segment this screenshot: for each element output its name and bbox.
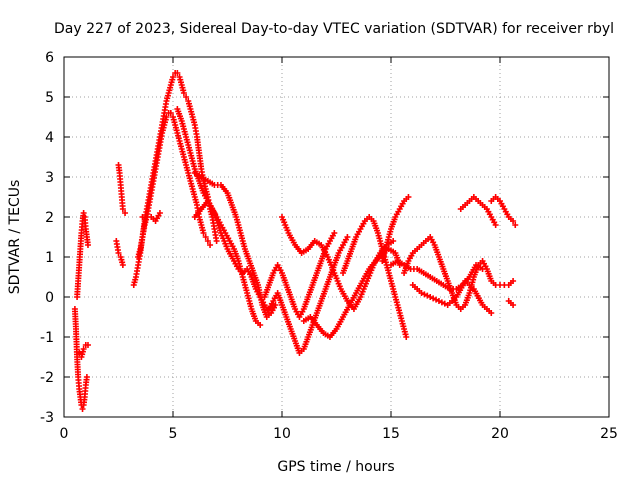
series-k (191, 198, 272, 316)
y-tick-label: -3 (40, 410, 54, 426)
plus-markers (115, 162, 129, 216)
y-tick-label: 0 (45, 290, 54, 306)
plus-markers (191, 170, 279, 320)
x-tick-labels: 0 5 10 15 20 25 (60, 426, 618, 442)
series-t (409, 278, 495, 316)
series-s (401, 234, 517, 312)
plus-markers (409, 278, 495, 316)
series-p (340, 214, 410, 340)
series-w (505, 298, 517, 308)
plus-markers (71, 306, 90, 412)
series-c (76, 342, 91, 360)
series-i (174, 106, 264, 328)
x-axis-label: GPS time / hours (277, 459, 394, 475)
plus-markers (379, 194, 412, 264)
plus-markers (174, 106, 264, 328)
plus-markers (76, 342, 91, 360)
series-o (300, 246, 403, 340)
x-tick-label: 0 (60, 426, 69, 442)
series-h (139, 210, 163, 224)
x-tick-label: 25 (600, 426, 618, 442)
data-marks (71, 70, 519, 412)
plus-markers (300, 246, 403, 340)
y-tick-label: 3 (45, 170, 54, 186)
y-tick-label: -1 (40, 330, 54, 346)
x-tick-label: 15 (382, 426, 400, 442)
plus-markers (401, 234, 517, 312)
series-j (191, 170, 279, 320)
series-d (115, 162, 129, 216)
plus-markers (505, 298, 517, 308)
x-tick-label: 20 (491, 426, 509, 442)
series-q (379, 194, 412, 264)
series-v (488, 194, 519, 228)
y-tick-label: 5 (45, 90, 54, 106)
plus-markers (488, 194, 519, 228)
y-tick-label: 4 (45, 130, 54, 146)
y-axis-label: SDTVAR / TECUs (7, 180, 23, 295)
plus-markers (113, 238, 126, 268)
y-tick-label: -2 (40, 370, 54, 386)
series-a (71, 306, 90, 412)
series-u (457, 194, 499, 228)
plus-markers (457, 194, 499, 228)
plot-frame (63, 56, 610, 418)
series-b (74, 210, 91, 300)
y-tick-label: 2 (45, 210, 54, 226)
series-e (113, 238, 126, 268)
plus-markers (74, 210, 91, 300)
chart-title: Day 227 of 2023, Sidereal Day-to-day VTE… (54, 21, 614, 37)
plus-markers (340, 214, 410, 340)
x-tick-label: 10 (273, 426, 291, 442)
grid-lines (64, 57, 609, 417)
plus-markers (191, 198, 272, 316)
y-tick-labels: -3 -2 -1 0 1 2 3 4 5 6 (40, 50, 54, 426)
axis-ticks (63, 56, 610, 418)
plus-markers (139, 210, 163, 224)
y-tick-label: 6 (45, 50, 54, 66)
y-tick-label: 1 (45, 250, 54, 266)
x-tick-label: 5 (169, 426, 178, 442)
